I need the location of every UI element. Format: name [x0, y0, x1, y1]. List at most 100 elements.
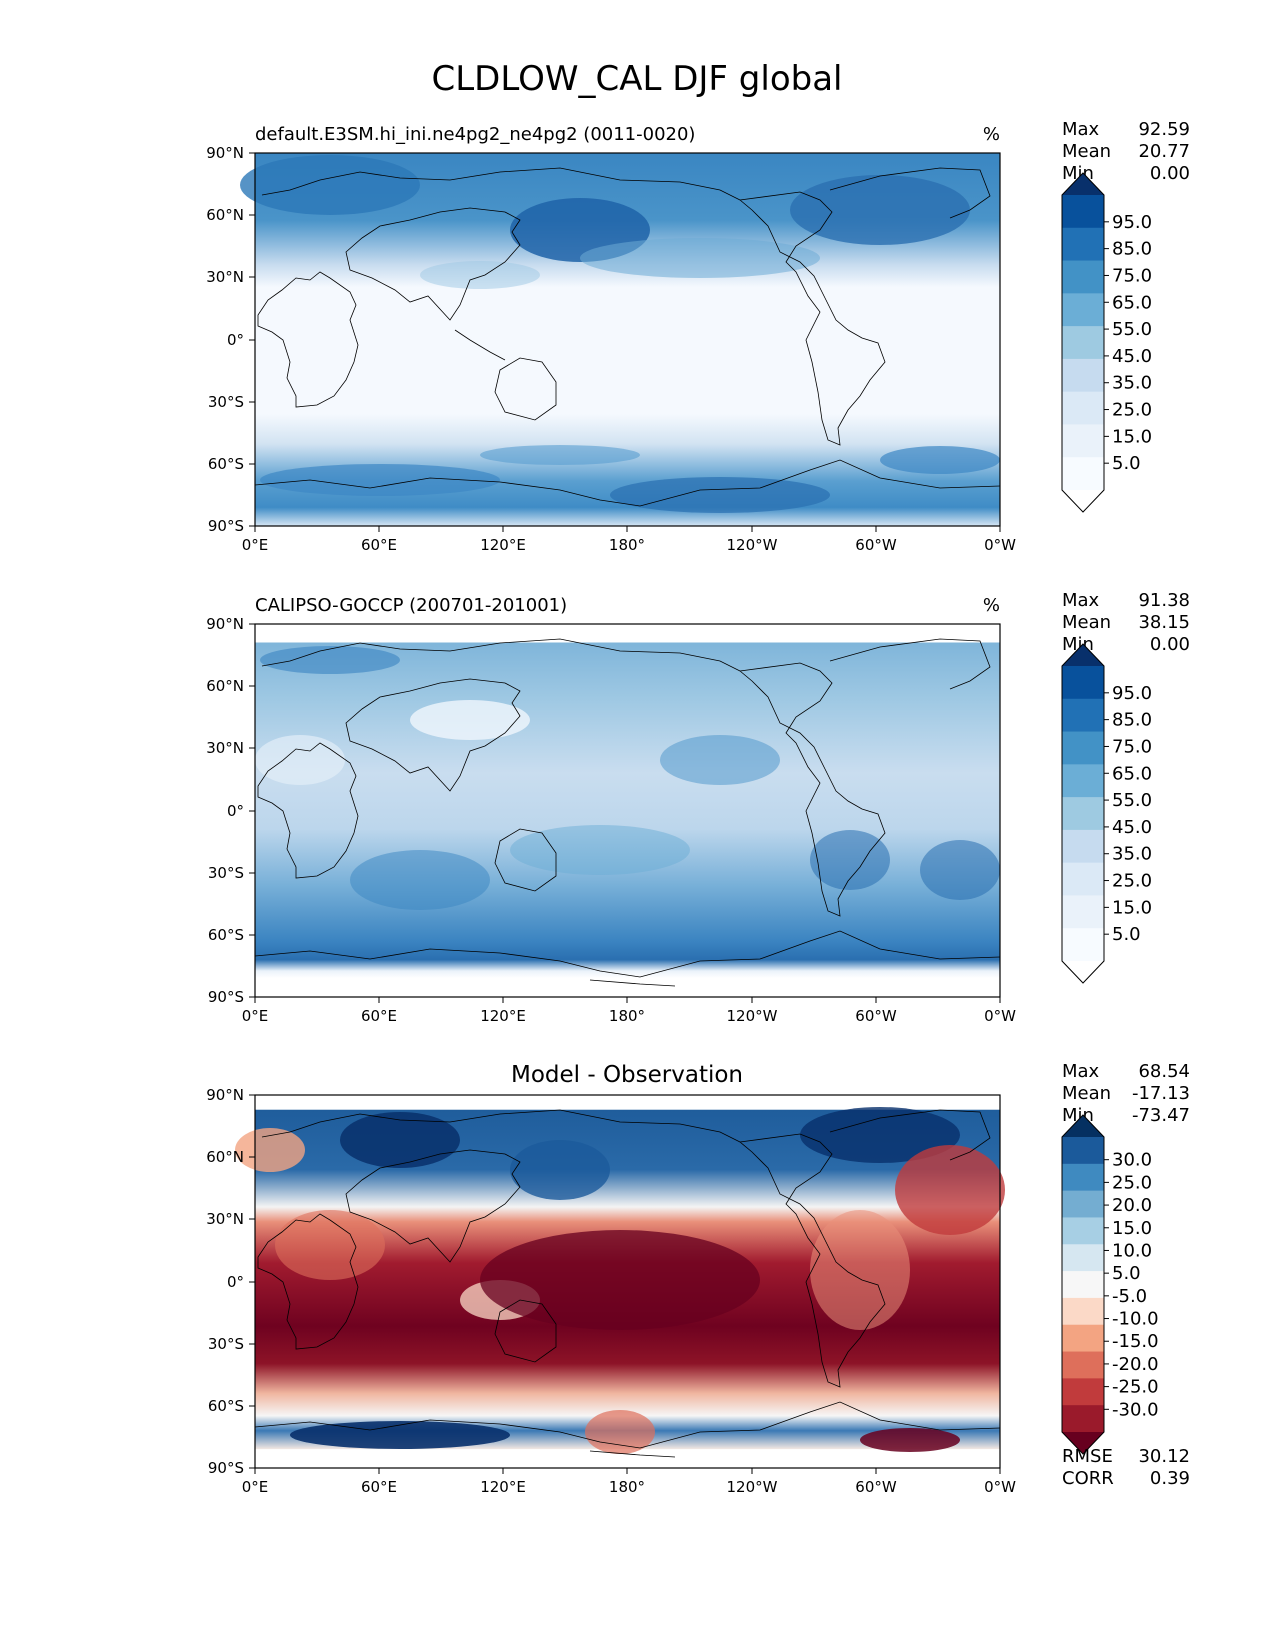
lat-tick: 90°S — [208, 988, 244, 1006]
lat-tick: 60°N — [206, 677, 244, 695]
colorbar-segment — [1062, 731, 1104, 765]
colorbar-tick-label: 45.0 — [1112, 346, 1152, 367]
lat-tick: 60°S — [208, 455, 244, 473]
colorbar-extend-bottom — [1062, 490, 1104, 512]
colorbar-outline — [1061, 172, 1105, 513]
colorbar-segment — [1062, 195, 1104, 229]
lon-tick: 0°E — [242, 1007, 269, 1025]
colorbar-obs: 95.0 85.0 75.0 65.0 55.0 45.0 35.0 25.0 15.0 5.0 — [1061, 643, 1152, 984]
stat-max-value: 68.54 — [1138, 1061, 1190, 1082]
lon-tick: 120°E — [480, 1478, 526, 1496]
colorbar-tick-label: -10.0 — [1112, 1309, 1159, 1330]
colorbar-segment — [1062, 391, 1104, 425]
coastlines-diff — [254, 1109, 1001, 1458]
lat-tick: 60°S — [208, 926, 244, 944]
colorbar-segment — [1062, 457, 1104, 491]
colorbar-tick-label: 5.0 — [1112, 924, 1141, 945]
lon-axis-model: 0°E 60°E 120°E 180° 120°W 60°W 0°W — [242, 526, 1016, 554]
colorbar-segment — [1062, 227, 1104, 262]
lat-axis-diff: 90°N 60°N 30°N 0° 30°S 60°S 90°S — [206, 1086, 255, 1477]
colorbar-segment — [1062, 797, 1104, 831]
lat-tick: 90°S — [208, 517, 244, 535]
colorbar-tick-label: 5.0 — [1112, 453, 1141, 474]
colorbar-tick-label: -15.0 — [1112, 1331, 1159, 1352]
lat-tick: 30°N — [206, 1210, 244, 1228]
colorbar-segment — [1062, 1378, 1104, 1406]
lon-axis-diff: 0°E 60°E 120°E 180° 120°W 60°W 0°W — [242, 1468, 1016, 1496]
colorbar-segment — [1062, 1244, 1104, 1272]
lat-axis-obs: 90°N 60°N 30°N 0° 30°S 60°S 90°S — [206, 615, 255, 1006]
stat-mean-label: Mean — [1062, 1083, 1111, 1104]
colorbar-segment — [1062, 260, 1104, 294]
colorbar-tick-label: 15.0 — [1112, 426, 1152, 447]
colorbar-segment — [1062, 928, 1104, 962]
colorbar-tick-label: -25.0 — [1112, 1377, 1159, 1398]
colorbar-segment — [1062, 424, 1104, 458]
colorbar-segment — [1062, 666, 1104, 700]
panel-model-units: % — [983, 124, 1000, 145]
colorbar-tick-label: 15.0 — [1112, 897, 1152, 918]
colorbar-tick-label: 75.0 — [1112, 736, 1152, 757]
panel-obs-units: % — [983, 595, 1000, 616]
panel-diff: Model - Observation — [206, 1061, 1190, 1496]
colorbar-tick-label: 75.0 — [1112, 265, 1152, 286]
lon-tick: 120°E — [480, 536, 526, 554]
stat-mean-label: Mean — [1062, 141, 1111, 162]
colorbar-extend-bottom — [1062, 1432, 1104, 1454]
lon-tick: 0°E — [242, 1478, 269, 1496]
stat-min-value: -73.47 — [1132, 1105, 1190, 1126]
colorbar-segment — [1062, 1297, 1104, 1326]
colorbar-tick-label: 25.0 — [1112, 400, 1152, 421]
colorbar-tick-label: 10.0 — [1112, 1240, 1152, 1261]
map-diff — [235, 1095, 1005, 1468]
colorbar-segment — [1062, 1137, 1104, 1165]
stat-rmse-value: 30.12 — [1138, 1446, 1190, 1467]
panel-model: default.E3SM.hi_ini.ne4pg2_ne4pg2 (0011-… — [206, 119, 1190, 554]
colorbar-tick-label: 5.0 — [1112, 1263, 1141, 1284]
colorbar-segment — [1062, 326, 1104, 360]
stat-mean-value: -17.13 — [1132, 1083, 1190, 1104]
lat-tick: 30°S — [208, 864, 244, 882]
lon-tick: 60°W — [855, 1478, 897, 1496]
lon-tick: 60°E — [361, 536, 397, 554]
lat-tick: 30°N — [206, 268, 244, 286]
lat-tick: 0° — [227, 331, 244, 349]
lon-tick: 0°W — [984, 1478, 1016, 1496]
lon-tick: 180° — [609, 1007, 645, 1025]
colorbar-tick-label: 95.0 — [1112, 683, 1152, 704]
coastlines-obs — [254, 638, 1001, 987]
lat-tick: 60°N — [206, 1148, 244, 1166]
lat-tick: 30°S — [208, 393, 244, 411]
lat-axis-model: 90°N 60°N 30°N 0° 30°S 60°S 90°S — [206, 144, 255, 535]
stat-max-label: Max — [1062, 119, 1100, 140]
colorbar-outline — [1061, 643, 1105, 984]
lon-tick: 120°W — [727, 536, 778, 554]
colorbar-segment — [1062, 764, 1104, 798]
colorbar-tick-label: 30.0 — [1112, 1150, 1152, 1171]
lat-tick: 0° — [227, 802, 244, 820]
colorbar-tick-label: 85.0 — [1112, 710, 1152, 731]
lat-tick: 60°N — [206, 206, 244, 224]
colorbar-tick-label: -5.0 — [1112, 1286, 1147, 1307]
stat-max-label: Max — [1062, 590, 1100, 611]
colorbar-segment — [1062, 293, 1104, 327]
footer-stats-diff: RMSE 30.12 CORR 0.39 — [1062, 1446, 1190, 1489]
lon-tick: 120°E — [480, 1007, 526, 1025]
lon-tick: 60°E — [361, 1478, 397, 1496]
panel-model-title: default.E3SM.hi_ini.ne4pg2_ne4pg2 (0011-… — [255, 124, 695, 145]
lat-tick: 30°S — [208, 1335, 244, 1353]
stat-max-value: 92.59 — [1138, 119, 1190, 140]
colorbar-tick-label: 35.0 — [1112, 373, 1152, 394]
stat-min-value: 0.00 — [1150, 634, 1190, 655]
coastlines-model — [254, 167, 1001, 507]
stat-corr-value: 0.39 — [1150, 1468, 1190, 1489]
lat-tick: 90°N — [206, 615, 244, 633]
colorbar-segment — [1062, 1405, 1104, 1433]
colorbar-diff: 30.025.020.015.010.05.0-5.0-10.0-15.0-20… — [1061, 1114, 1159, 1455]
colorbar-tick-label: 65.0 — [1112, 763, 1152, 784]
colorbar-segment — [1062, 895, 1104, 929]
colorbar-tick-label: 55.0 — [1112, 790, 1152, 811]
stat-mean-value: 38.15 — [1138, 612, 1190, 633]
colorbar-model: 95.0 85.0 75.0 65.0 55.0 45.0 35.0 25.0 15.0 5.0 — [1061, 172, 1152, 513]
